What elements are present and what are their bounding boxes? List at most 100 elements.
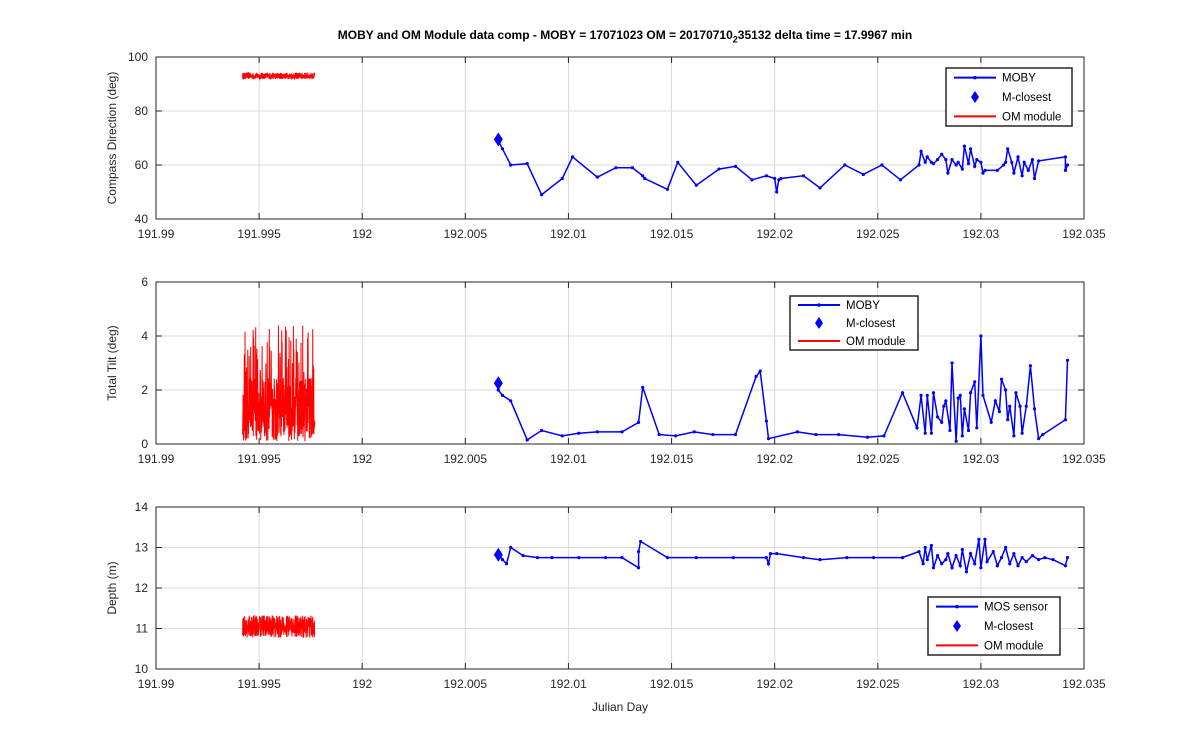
- series-moby-point: [1032, 407, 1037, 411]
- x-tick-label: 192.02: [756, 227, 793, 241]
- series-moby-point: [968, 391, 973, 395]
- series-moby-point: [940, 562, 944, 566]
- series-moby-point: [1004, 545, 1008, 550]
- legend-label: OM module: [1002, 111, 1061, 123]
- y-tick-label: 10: [135, 662, 149, 676]
- series-moby-point: [641, 174, 645, 178]
- series-moby-point: [1041, 432, 1045, 437]
- x-tick-label: 192.03: [963, 677, 1000, 691]
- legend-label: OM module: [846, 336, 905, 348]
- series-moby-point: [1020, 556, 1024, 560]
- legend-swatch-moby-dot: [955, 604, 959, 609]
- series-moby-point: [764, 174, 769, 178]
- series-moby-point: [997, 410, 1002, 414]
- series-moby-point: [1006, 418, 1010, 422]
- series-moby-point: [801, 174, 806, 178]
- series-moby-point: [1065, 556, 1070, 560]
- series-moby-point: [1037, 437, 1041, 441]
- series-moby-point: [1024, 404, 1028, 408]
- series-moby-point: [818, 558, 822, 562]
- legend: MOBY M-closest OM module: [945, 67, 1073, 127]
- x-tick-label: 192.015: [650, 677, 694, 691]
- series-moby-point: [1020, 174, 1024, 178]
- legend-swatch-closest: [971, 91, 979, 103]
- legend-swatch-closest: [815, 317, 823, 329]
- series-moby-point: [694, 556, 698, 560]
- subplot-2: 191.99 191.995 192 192.005 192.01 192.015 192.…: [105, 275, 1106, 466]
- series-moby-point: [1006, 147, 1010, 151]
- series-moby-point: [1063, 155, 1068, 159]
- series-moby-point: [692, 430, 696, 434]
- series-moby-point: [750, 178, 754, 182]
- series-moby-point: [929, 431, 933, 435]
- series-moby-point: [960, 434, 964, 438]
- series-moby-point: [836, 432, 841, 437]
- series-moby-point: [983, 537, 987, 542]
- series-moby-point: [636, 566, 641, 570]
- series-moby-point: [641, 385, 645, 389]
- series-moby-point: [999, 556, 1004, 560]
- series-moby-point: [993, 399, 997, 403]
- legend: MOS sensor M-closest OM module: [927, 596, 1061, 656]
- series-moby-point: [818, 186, 822, 190]
- y-tick-label: 14: [135, 500, 149, 514]
- x-axis-label: Julian Day: [592, 700, 648, 714]
- series-moby-point: [1026, 168, 1030, 172]
- series-om-module-line: [242, 71, 316, 81]
- series-moby-point: [964, 570, 969, 574]
- series-moby-point: [1004, 160, 1008, 164]
- y-tick-label: 11: [136, 622, 149, 636]
- series-moby-point: [775, 551, 779, 556]
- series-moby-point: [898, 178, 903, 182]
- legend-label: MOBY: [1002, 73, 1036, 85]
- x-tick-label: 191.99: [138, 227, 175, 241]
- series-moby-point: [814, 432, 818, 437]
- series-moby-point: [921, 562, 925, 566]
- x-tick-label: 192.035: [1062, 452, 1106, 466]
- plot-area: [156, 57, 1084, 219]
- x-tick-label: 192.03: [963, 452, 1000, 466]
- series-moby-point: [958, 564, 962, 568]
- series-moby-point: [999, 377, 1004, 381]
- series-moby-point: [956, 160, 960, 164]
- series-moby-point: [643, 176, 647, 181]
- series-moby-point: [1063, 168, 1068, 172]
- x-tick-label: 192.025: [856, 452, 900, 466]
- figure-title-subscript: 2: [732, 34, 738, 45]
- series-moby-point: [1065, 358, 1070, 362]
- series-moby-point: [919, 393, 923, 397]
- series-moby-point: [962, 144, 966, 148]
- subplot-1: 191.99 191.995 192 192.005 192.01 192.015 192.…: [105, 50, 1106, 241]
- series-moby-point: [865, 435, 870, 439]
- series-moby-point: [1063, 564, 1068, 568]
- series-moby-point: [665, 187, 670, 191]
- y-tick-label: 100: [128, 50, 148, 64]
- series-moby-point: [1008, 404, 1012, 408]
- series-moby-point: [509, 399, 513, 403]
- series-moby-point: [733, 164, 738, 168]
- x-tick-label: 192.035: [1062, 227, 1106, 241]
- series-moby-point: [636, 549, 641, 554]
- axes-frame: [155, 281, 1085, 445]
- series-moby-point: [845, 556, 849, 560]
- subplot-3: 191.99 191.995 192 192.005 192.01 192.015 192.…: [105, 500, 1106, 691]
- series-moby-point: [981, 393, 985, 397]
- legend-label: M-closest: [846, 318, 896, 330]
- series-moby-point: [966, 162, 971, 166]
- legend-swatch-moby-dot: [973, 75, 977, 80]
- x-tick-label: 192.005: [444, 227, 488, 241]
- y-tick-label: 2: [141, 383, 148, 397]
- series-moby-point: [977, 537, 981, 542]
- x-tick-label: 192.025: [856, 227, 900, 241]
- series-moby-point: [535, 556, 540, 560]
- y-tick-label: 6: [141, 275, 148, 289]
- series-moby-point: [995, 564, 999, 568]
- series-moby-point: [620, 430, 624, 434]
- x-tick-label: 192.005: [444, 677, 488, 691]
- series-moby-point: [935, 158, 940, 162]
- series-moby-point: [779, 176, 783, 181]
- x-tick-label: 192.015: [650, 227, 694, 241]
- series-moby-point: [981, 171, 985, 175]
- series-moby-point: [560, 176, 564, 181]
- series-moby-point: [973, 562, 977, 566]
